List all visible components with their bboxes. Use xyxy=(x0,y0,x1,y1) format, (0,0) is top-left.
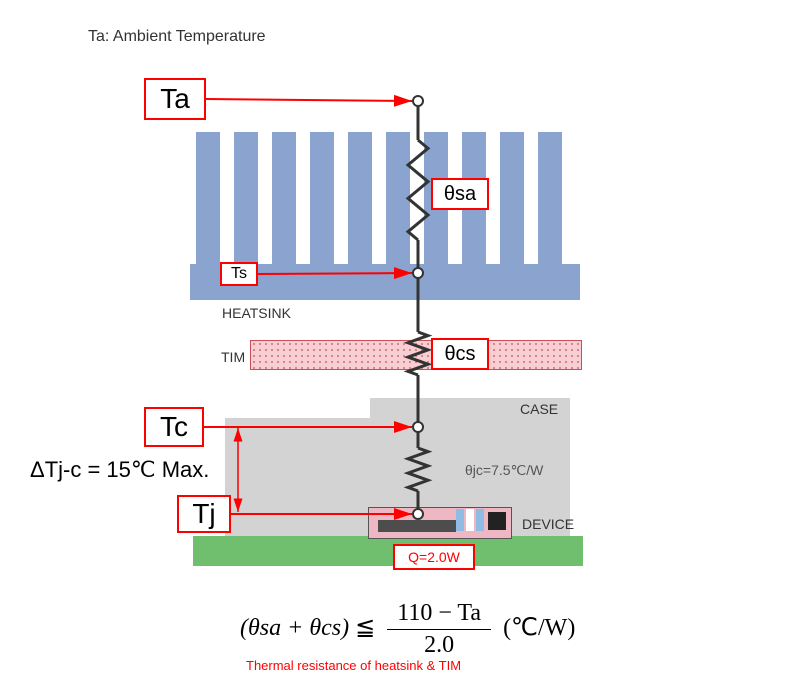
label-box-theta_cs_box: θcs xyxy=(431,338,489,370)
label-box-theta_sa_box: θsa xyxy=(431,178,489,210)
label-tim: TIM xyxy=(221,349,245,365)
label-thetajc: θjc=7.5℃/W xyxy=(465,462,543,479)
formula: (θsa + θcs) ≦ 110 − Ta2.0 (℃/W) xyxy=(240,600,575,659)
label-heatsink: HEATSINK xyxy=(222,305,291,321)
thermal-circuit xyxy=(0,0,801,692)
label-box-ta: Ta xyxy=(144,78,206,120)
label-device: DEVICE xyxy=(522,516,574,532)
label-box-ts: Ts xyxy=(220,262,258,286)
formula-note: Thermal resistance of heatsink & TIM xyxy=(246,658,461,673)
label-box-tj: Tj xyxy=(177,495,231,533)
label-delta: ΔTj-c = 15℃ Max. xyxy=(30,457,209,483)
label-box-tc: Tc xyxy=(144,407,204,447)
label-case: CASE xyxy=(520,401,558,417)
